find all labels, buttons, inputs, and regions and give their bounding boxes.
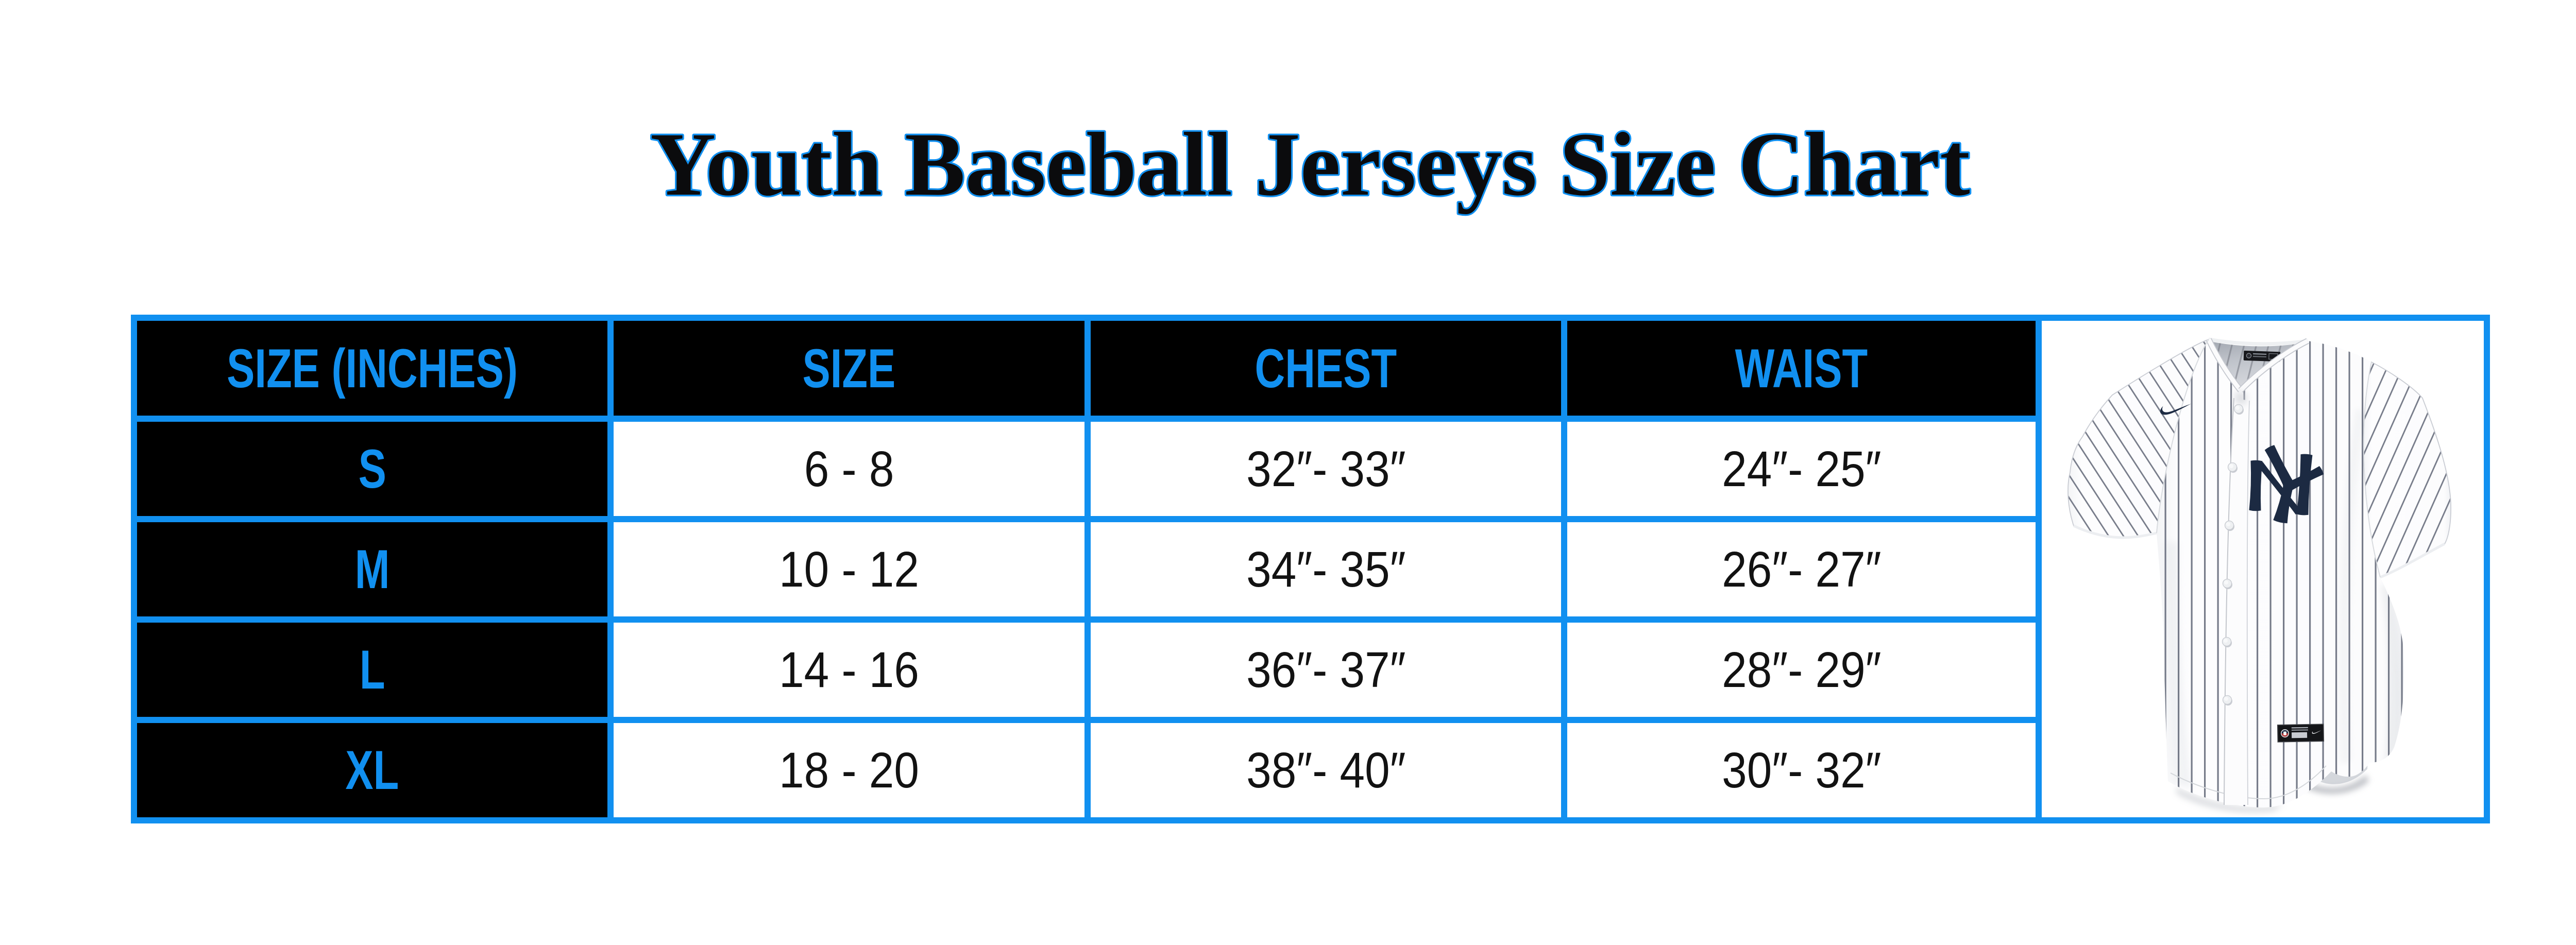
cell-value: 26″- 27″ [1721, 541, 1882, 597]
size-chart-table: SIZE (INCHES) SIZE CHEST WAIST S 6 - 8 3… [131, 315, 2490, 823]
table-cell: 18 - 20 [614, 723, 1084, 817]
row-label-cell: M [137, 522, 607, 616]
header-cell-size: SIZE [614, 321, 1084, 416]
row-label: M [354, 538, 390, 600]
header-cell-chest: CHEST [1091, 321, 1561, 416]
table-cell: 30″- 32″ [1567, 723, 2036, 817]
table-cell: 28″- 29″ [1567, 623, 2036, 717]
jersey-neck-label [2243, 350, 2281, 362]
table-cell: 26″- 27″ [1567, 522, 2036, 616]
table-cell: 24″- 25″ [1567, 422, 2036, 516]
header-label: SIZE (INCHES) [227, 337, 518, 399]
nike-swoosh-icon [2160, 404, 2191, 415]
row-label-cell: L [137, 623, 607, 717]
row-label: L [359, 639, 385, 700]
row-label: XL [345, 739, 399, 801]
table-cell: 32″- 33″ [1091, 422, 1561, 516]
ny-yankees-logo [2249, 445, 2324, 524]
table-cell: 34″- 35″ [1091, 522, 1561, 616]
jersey-illustration [2067, 337, 2452, 813]
table-cell: 38″- 40″ [1091, 723, 1561, 817]
jersey-jock-tag [2277, 724, 2325, 743]
header-label: CHEST [1255, 337, 1397, 399]
header-cell-size-inches: SIZE (INCHES) [137, 321, 607, 416]
cell-value: 30″- 32″ [1721, 742, 1882, 798]
table-cell: 36″- 37″ [1091, 623, 1561, 717]
cell-value: 14 - 16 [779, 642, 919, 698]
table-cell: 6 - 8 [614, 422, 1084, 516]
page-title-svg: Youth Baseball Jerseys Size Chart [649, 113, 1972, 217]
header-label: SIZE [802, 337, 896, 399]
row-label-cell: XL [137, 723, 607, 817]
cell-value: 34″- 35″ [1246, 541, 1406, 597]
cell-value: 18 - 20 [779, 742, 919, 798]
page-title: Youth Baseball Jerseys Size Chart [650, 114, 1970, 215]
cell-value: 32″- 33″ [1246, 441, 1406, 497]
header-label: WAIST [1735, 337, 1868, 399]
cell-value: 24″- 25″ [1721, 441, 1882, 497]
cell-value: 38″- 40″ [1246, 742, 1406, 798]
jersey-image-panel [2042, 321, 2484, 817]
row-label-cell: S [137, 422, 607, 516]
header-cell-waist: WAIST [1567, 321, 2036, 416]
cell-value: 36″- 37″ [1246, 642, 1406, 698]
cell-value: 28″- 29″ [1721, 642, 1882, 698]
cell-value: 10 - 12 [779, 541, 919, 597]
table-cell: 14 - 16 [614, 623, 1084, 717]
row-label: S [358, 438, 386, 500]
table-cell: 10 - 12 [614, 522, 1084, 616]
cell-value: 6 - 8 [804, 441, 894, 497]
